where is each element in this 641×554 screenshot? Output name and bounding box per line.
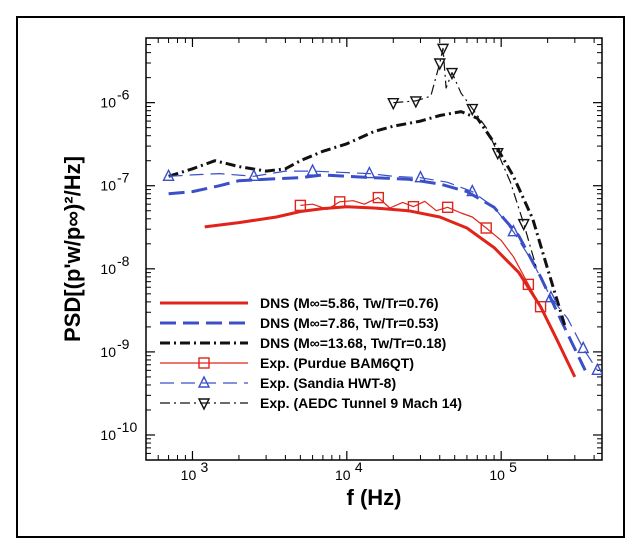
series-marker [491,147,504,161]
legend-label: Exp. (AEDC Tunnel 9 Mach 14) [260,395,462,411]
series-1 [204,205,577,378]
legend-label: Exp. (Sandia HWT-8) [260,375,396,391]
x-tick-exponent: 5 [509,459,517,475]
series-line [393,47,538,269]
series-3 [168,110,567,328]
figure-frame [16,16,625,538]
legend-label: DNS (M∞=13.68, Tw/Tr=0.18) [260,335,446,351]
legend-entry: Exp. (AEDC Tunnel 9 Mach 14) [160,395,462,411]
series-marker [334,196,346,208]
legend-label: DNS (M∞=5.86, Tw/Tr=0.76) [260,295,439,311]
legend-label: Exp. (Purdue BAM6QT) [260,355,414,371]
y-axis-title: PSD[(p'w/p∞)²/Hz] [60,156,85,342]
y-tick-label: 10 [100,261,116,277]
y-tick-label: 10 [100,427,116,443]
series-marker [441,201,454,214]
legend-label: DNS (M∞=7.86, Tw/Tr=0.53) [260,315,439,331]
series-marker [544,290,558,303]
series-marker [534,301,547,313]
series-marker [433,58,446,71]
series-line [168,170,598,371]
legend: DNS (M∞=5.86, Tw/Tr=0.76) DNS (M∞=7.86, T… [160,295,462,411]
series-marker [306,163,319,176]
series-marker [466,103,479,117]
legend-marker [198,357,210,369]
y-tick-label: 10 [100,178,116,194]
y-tick-exponent: -7 [117,170,130,186]
y-tick-exponent: -6 [117,87,130,103]
y-tick-exponent: -9 [117,336,130,352]
series-marker [409,96,422,109]
series-marker [517,218,530,232]
series-marker [372,191,385,204]
series-marker [436,43,450,56]
x-tick-label: 10 [335,467,351,483]
x-tick-label: 10 [489,467,505,483]
series-marker [363,166,376,179]
series-marker [480,222,492,234]
series-5 [162,163,602,376]
series-marker [466,184,479,197]
legend-marker [197,375,211,388]
y-tick-exponent: -10 [117,419,137,435]
x-tick-label: 10 [181,467,197,483]
y-tick-label: 10 [100,344,116,360]
series-4 [294,191,547,313]
series-marker [387,97,400,111]
series-line [168,110,567,328]
y-tick-exponent: -8 [117,253,130,269]
series-marker [577,340,590,354]
series-marker [507,224,520,237]
series-marker [522,278,535,291]
legend-marker [197,398,211,411]
y-tick-label: 10 [100,95,116,111]
series-marker [247,168,261,181]
series-marker [162,168,175,181]
legend-entry: DNS (M∞=7.86, Tw/Tr=0.53) [160,315,439,331]
x-axis-title: f (Hz) [347,485,402,510]
plot-area-frame [145,37,603,461]
legend-entry: DNS (M∞=13.68, Tw/Tr=0.18) [160,335,446,351]
series-marker [445,67,459,81]
legend-entry: DNS (M∞=5.86, Tw/Tr=0.76) [160,295,439,311]
series-6 [387,43,538,269]
series-layer [162,43,602,378]
series-marker [294,199,307,212]
series-marker [407,200,420,213]
x-tick-exponent: 3 [200,459,208,475]
x-tick-exponent: 4 [355,459,363,475]
series-marker [591,362,602,376]
legend-entry: Exp. (Purdue BAM6QT) [160,355,414,371]
series-line [204,205,577,378]
series-marker [414,170,427,183]
legend-entry: Exp. (Sandia HWT-8) [160,375,396,391]
